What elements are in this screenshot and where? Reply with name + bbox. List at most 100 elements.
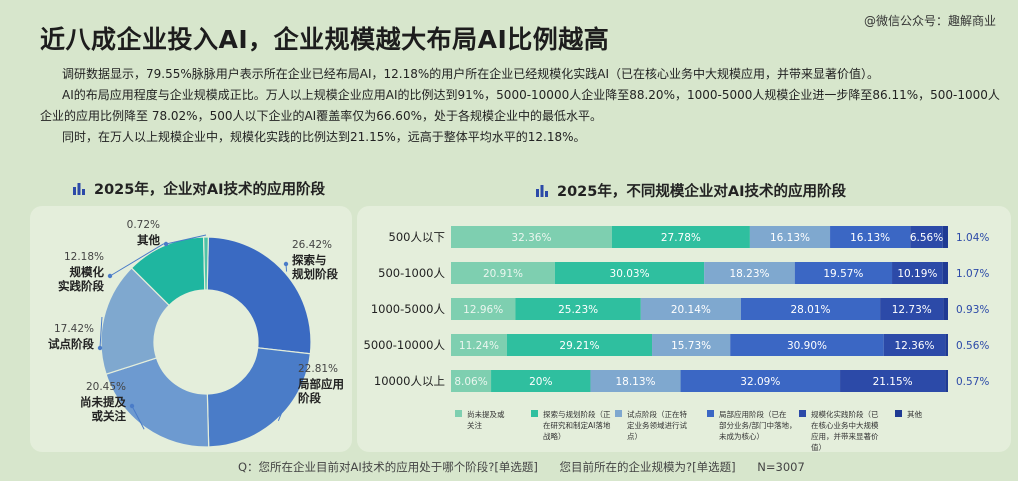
donut-category-label: 探索与 xyxy=(292,253,327,267)
paragraph-3: 同时，在万人以上规模企业中，规模化实践的比例达到21.15%，远高于整体平均水平… xyxy=(62,130,586,144)
bar-segment-500人以下-1 xyxy=(611,226,750,248)
bar-segment-1000-5000人-1 xyxy=(515,298,641,320)
page-title: 近八成企业投入AI，企业规模越大布局AI比例越高 xyxy=(40,25,610,54)
legend-label: 在核心业务中大规模 xyxy=(811,420,879,430)
bar-chart-icon xyxy=(536,185,548,197)
legend-swatch xyxy=(895,410,902,417)
bar-segment-1000-5000人-0 xyxy=(451,298,516,320)
donut-slice-探索与规划阶段 xyxy=(206,236,312,355)
donut-leader-dot xyxy=(163,241,169,247)
bar-category-label: 500-1000人 xyxy=(378,266,445,280)
stacked-bar-chart: 500人以下 32.36% 27.78% 16.13% 16.13% 6.56% 1.04%… xyxy=(364,226,989,452)
donut-value-label: 12.18% xyxy=(64,251,104,263)
bar-value-label: 20% xyxy=(529,376,552,388)
legend-label: 未成为核心） xyxy=(719,431,764,441)
footnote-sample-size: N=3007 xyxy=(757,460,805,474)
bar-value-label: 27.78% xyxy=(661,232,701,244)
bar-value-label-other: 0.93% xyxy=(956,304,989,316)
bar-value-label: 30.03% xyxy=(610,268,650,280)
legend-label: 局部应用阶段（已在 xyxy=(719,409,787,419)
donut-chart-title-text: 2025年，企业对AI技术的应用阶段 xyxy=(94,182,325,198)
bar-segment-500人以下-2 xyxy=(749,226,831,248)
bar-segment-500人以下-4 xyxy=(910,226,943,248)
bar-value-label: 18.23% xyxy=(729,268,769,280)
bar-value-label: 10.19% xyxy=(897,268,937,280)
footnote-question-2: 您目前所在的企业规模为?[单选题] xyxy=(559,460,736,474)
paragraph-1: 调研数据显示，79.55%脉脉用户表示所在企业已经布局AI，12.18%的用户所… xyxy=(62,67,880,81)
bar-value-label: 18.13% xyxy=(615,376,655,388)
bar-category-label: 500人以下 xyxy=(389,230,445,244)
bar-value-label-other: 1.07% xyxy=(956,268,989,280)
bar-value-label: 12.96% xyxy=(463,304,503,316)
donut-leader-line xyxy=(277,387,293,422)
donut-leader-dot xyxy=(289,385,295,391)
donut-panel: 26.42% 探索与 规划阶段 22.81% 局部应用 阶段 20.45% 尚未提及 或关注 17… xyxy=(30,206,352,452)
bar-segment-500-1000人-4 xyxy=(892,262,943,284)
bar-segment-500人以下-5 xyxy=(942,226,948,248)
donut-chart-title: 2025年，企业对AI技术的应用阶段 xyxy=(72,178,325,199)
donut-category-label: 阶段 xyxy=(298,391,321,405)
donut-leader-line xyxy=(99,316,103,349)
bar-value-label: 30.90% xyxy=(787,340,827,352)
donut-leader-line xyxy=(109,243,165,277)
donut-slice-其他 xyxy=(203,236,209,291)
bar-value-label: 20.91% xyxy=(483,268,523,280)
bar-segment-10000人以上-1 xyxy=(491,370,591,392)
donut-leader-dot xyxy=(107,273,113,279)
bar-segment-500-1000人-5 xyxy=(942,262,948,284)
bar-segment-500-1000人-3 xyxy=(794,262,893,284)
donut-value-label: 17.42% xyxy=(54,323,94,335)
bar-segment-10000人以上-5 xyxy=(945,370,948,392)
paragraph-2: AI的布局应用程度与企业规模成正比。万人以上规模企业应用AI的比例达到91%，5… xyxy=(40,88,1000,123)
donut-category-label: 其他 xyxy=(137,233,160,247)
bar-value-label: 8.06% xyxy=(454,376,487,388)
bar-value-label: 21.15% xyxy=(873,376,913,388)
legend-label: 关注 xyxy=(467,420,482,430)
bar-segment-1000-5000人-3 xyxy=(740,298,881,320)
legend-label: 在研究和制定AI落地 xyxy=(543,420,611,430)
bar-value-label: 6.56% xyxy=(910,232,943,244)
bar-segment-10000人以上-4 xyxy=(840,370,946,392)
bar-value-label-other: 1.04% xyxy=(956,232,989,244)
footnote-question-1: Q：您所在企业目前对AI技术的应用处于哪个阶段?[单选题] xyxy=(238,460,538,474)
bar-value-label: 16.13% xyxy=(770,232,810,244)
legend-label: 尚未提及或 xyxy=(467,409,505,419)
bar-segment-1000-5000人-4 xyxy=(880,298,944,320)
bar-panel: 500人以下 32.36% 27.78% 16.13% 16.13% 6.56% 1.04%… xyxy=(357,206,1011,452)
donut-value-label: 26.42% xyxy=(292,239,332,251)
donut-category-label: 或关注 xyxy=(92,409,127,423)
donut-category-label: 实践阶段 xyxy=(58,279,104,293)
legend-label: 点） xyxy=(627,432,642,441)
donut-category-label: 试点阶段 xyxy=(48,337,94,351)
donut-leader-line xyxy=(131,405,145,430)
donut-leader-dot xyxy=(97,345,103,351)
legend-label: 试点阶段（正在特 xyxy=(627,409,687,419)
legend-label: 部分业务/部门中落地， xyxy=(719,420,797,430)
bar-segment-500人以下-3 xyxy=(830,226,911,248)
legend-swatch xyxy=(799,410,806,417)
bar-category-label: 5000-10000人 xyxy=(364,338,446,352)
bar-category-label: 10000人以上 xyxy=(374,374,445,388)
bar-segment-10000人以上-0 xyxy=(451,370,492,392)
bar-value-label: 28.01% xyxy=(790,304,830,316)
donut-leader-line xyxy=(165,234,207,245)
bar-segment-500人以下-0 xyxy=(451,226,612,248)
legend-swatch xyxy=(531,410,538,417)
donut-slice-局部应用阶段 xyxy=(206,347,312,448)
bar-value-label: 12.73% xyxy=(892,304,932,316)
bar-value-label: 12.36% xyxy=(894,340,934,352)
legend-label: 规模化实践阶段（已 xyxy=(811,409,879,419)
bar-segment-5000-10000人-5 xyxy=(945,334,948,356)
bar-segment-500-1000人-1 xyxy=(554,262,705,284)
bar-chart-icon xyxy=(73,183,85,195)
bar-value-label: 32.09% xyxy=(740,376,780,388)
bar-category-label: 1000-5000人 xyxy=(371,302,446,316)
legend-label: 值） xyxy=(811,442,826,452)
bar-segment-5000-10000人-0 xyxy=(451,334,507,356)
bar-value-label: 20.14% xyxy=(671,304,711,316)
bar-segment-10000人以上-2 xyxy=(590,370,681,392)
bar-segment-5000-10000人-3 xyxy=(730,334,884,356)
legend-label: 其他 xyxy=(907,409,922,419)
donut-value-label: 0.72% xyxy=(127,219,160,231)
